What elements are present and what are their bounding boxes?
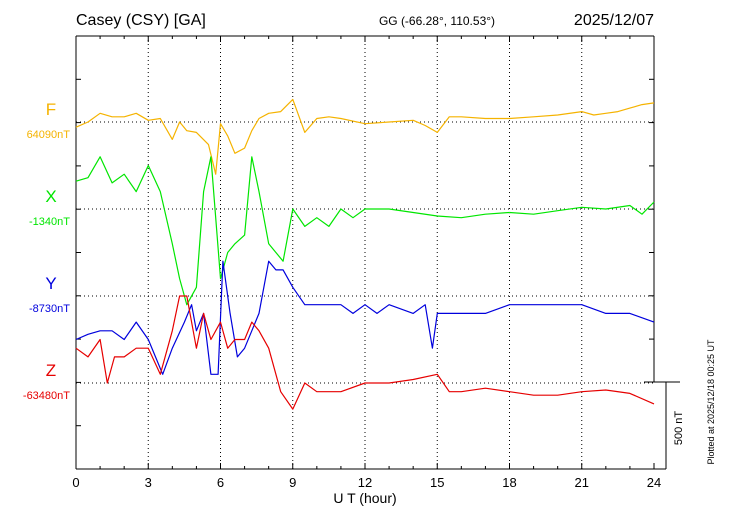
series-line-y bbox=[75, 260, 655, 375]
coordinates-label: GG (-66.28°, 110.53°) bbox=[379, 14, 495, 28]
x-tick-label: 9 bbox=[289, 475, 296, 490]
component-label-y: Y bbox=[45, 274, 56, 293]
x-tick-label: 12 bbox=[358, 475, 372, 490]
plotted-at-label: Plotted at 2025/12/18 00:25 UT bbox=[706, 339, 716, 465]
x-tick-label: 18 bbox=[502, 475, 516, 490]
series-line-z bbox=[75, 295, 655, 410]
station-title: Casey (CSY) [GA] bbox=[76, 12, 206, 29]
x-axis-label: U T (hour) bbox=[333, 490, 396, 506]
x-tick-label: 21 bbox=[575, 475, 589, 490]
series-line-x bbox=[75, 156, 655, 306]
baseline-value-z: -63480nT bbox=[23, 390, 70, 402]
x-tick-label: 3 bbox=[145, 475, 152, 490]
x-tick-label: 0 bbox=[72, 475, 79, 490]
series-line-f bbox=[75, 98, 655, 175]
scale-bar-label: 500 nT bbox=[673, 411, 685, 446]
component-label-f: F bbox=[46, 100, 56, 119]
baseline-value-f: 64090nT bbox=[27, 129, 71, 141]
date-label: 2025/12/07 bbox=[574, 12, 654, 29]
x-tick-label: 15 bbox=[430, 475, 444, 490]
component-label-x: X bbox=[45, 187, 56, 206]
baseline-value-x: -1340nT bbox=[29, 216, 70, 228]
x-tick-label: 24 bbox=[647, 475, 661, 490]
component-label-z: Z bbox=[46, 361, 56, 380]
x-tick-label: 6 bbox=[217, 475, 224, 490]
baseline-value-y: -8730nT bbox=[29, 303, 70, 315]
